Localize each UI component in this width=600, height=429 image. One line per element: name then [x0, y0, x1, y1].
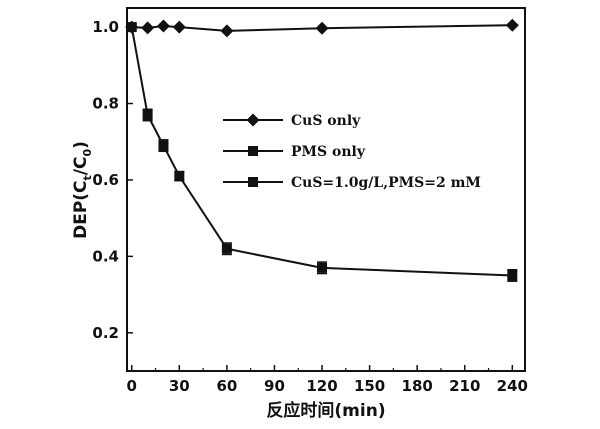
legend-entry: CuS only	[223, 113, 361, 129]
y-tick-label: 0.2	[92, 324, 119, 342]
y-axis-title-sub-0: 0	[81, 149, 94, 157]
x-tick-label: 240	[497, 377, 528, 395]
y-axis-title: DEP(Ct/C0)	[71, 141, 94, 239]
legend-label: CuS only	[291, 113, 361, 129]
data-point	[141, 21, 155, 35]
legend-entry: PMS only	[223, 144, 366, 160]
y-axis-title-close: )	[71, 141, 91, 149]
legend-label: CuS=1.0g/L,PMS=2 mM	[291, 175, 481, 191]
series-group	[125, 18, 519, 38]
legend: CuS only PMS only CuS=1.0g/L,PMS=2 mM	[223, 113, 481, 191]
y-axis-title-slash: /C	[71, 157, 91, 176]
y-tick-label: 0.8	[92, 95, 119, 113]
x-tick-label: 210	[449, 377, 480, 395]
x-tick-label: 120	[306, 377, 337, 395]
y-tick-label: 0.6	[92, 171, 119, 189]
legend-label: PMS only	[291, 144, 366, 160]
data-point	[142, 109, 153, 120]
series-layer	[125, 18, 519, 282]
data-point	[174, 171, 185, 182]
data-point	[315, 21, 329, 35]
data-point	[156, 19, 170, 33]
y-tick-label: 0.4	[92, 247, 119, 265]
x-tick-label: 30	[169, 377, 190, 395]
legend-entry: CuS=1.0g/L,PMS=2 mM	[223, 175, 481, 191]
data-point	[126, 22, 137, 33]
legend-marker	[246, 113, 260, 127]
data-point	[317, 262, 328, 273]
data-point	[505, 18, 519, 32]
y-axis-title-sub-t: t	[81, 175, 94, 180]
x-tick-label: 60	[216, 377, 237, 395]
data-point	[220, 24, 234, 38]
legend-marker	[248, 177, 258, 187]
data-point	[507, 270, 518, 281]
y-tick-label: 1.0	[92, 18, 119, 36]
x-tick-label: 150	[354, 377, 385, 395]
x-tick-label: 0	[127, 377, 137, 395]
y-axis-title-main: DEP(C	[71, 180, 91, 238]
series-group	[126, 22, 518, 282]
x-tick-label: 180	[402, 377, 433, 395]
data-point	[221, 243, 232, 254]
legend-marker	[248, 146, 258, 156]
x-axis-title: 反应时间(min)	[266, 400, 385, 421]
data-point	[172, 20, 186, 34]
x-tick-label: 90	[264, 377, 285, 395]
plot-frame	[126, 7, 526, 372]
data-point	[158, 140, 169, 151]
x-axis-ticks: 0 30 60 90 120 150 180 210 240	[127, 365, 528, 395]
